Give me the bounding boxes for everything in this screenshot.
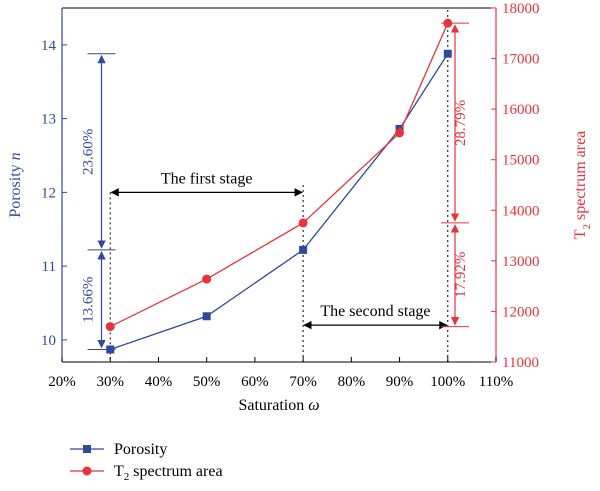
right-y-tick-label: 15000 bbox=[502, 153, 540, 169]
right-y-tick-label: 16000 bbox=[502, 102, 540, 118]
x-axis-title-text: Saturation bbox=[238, 397, 308, 414]
left-y-tick-label: 11 bbox=[42, 259, 56, 275]
t2-spectrum-point bbox=[105, 322, 115, 332]
x-tick-label: 30% bbox=[96, 374, 124, 390]
porosity-point bbox=[106, 345, 115, 354]
t2-spectrum-point bbox=[395, 128, 405, 138]
x-tick-label: 60% bbox=[241, 374, 269, 390]
series-layer bbox=[105, 18, 453, 354]
legend-layer: Porosity T2 spectrum area bbox=[70, 441, 223, 483]
x-tick-label: 50% bbox=[193, 374, 221, 390]
legend-porosity-label: Porosity bbox=[114, 441, 167, 458]
right-y-axis-title: T2 spectrum area bbox=[572, 131, 593, 240]
t2-spectrum-point bbox=[443, 18, 453, 28]
left-y-tick-label: 14 bbox=[41, 38, 57, 54]
x-tick-label: 20% bbox=[48, 374, 76, 390]
porosity-point bbox=[202, 312, 211, 321]
annotation-layer: The first stage The second stage 23.60% 13.… bbox=[81, 10, 470, 362]
legend-t2-label: T2 spectrum area bbox=[114, 463, 223, 483]
legend-t2-rest: spectrum area bbox=[129, 463, 222, 480]
right-upper-pct-label: 28.79% bbox=[453, 100, 469, 146]
legend-t2-marker bbox=[82, 466, 92, 476]
legend-t2-sub: 2 bbox=[124, 471, 130, 483]
left-y-tick-label: 12 bbox=[41, 185, 56, 201]
right-y-axis-title-sub: 2 bbox=[581, 224, 593, 230]
x-tick-label: 40% bbox=[145, 374, 173, 390]
right-lower-pct-label: 17.92% bbox=[453, 252, 469, 298]
second-stage-label: The second stage bbox=[320, 303, 430, 320]
legend-t2-prefix: T bbox=[114, 463, 124, 480]
left-upper-pct-label: 23.60% bbox=[81, 129, 97, 175]
x-tick-label: 90% bbox=[386, 374, 414, 390]
left-y-axis-title-text: Porosity bbox=[7, 160, 24, 217]
porosity-point bbox=[443, 49, 452, 58]
right-y-tick-label: 14000 bbox=[502, 203, 540, 219]
left-lower-pct-label: 13.66% bbox=[81, 277, 97, 323]
x-tick-label: 70% bbox=[289, 374, 317, 390]
right-y-tick-label: 12000 bbox=[502, 304, 540, 320]
t2-spectrum-point bbox=[298, 218, 308, 228]
legend-porosity-marker bbox=[83, 445, 91, 453]
left-y-axis-title-symbol: n bbox=[7, 152, 24, 160]
x-tick-label: 110% bbox=[479, 374, 513, 390]
right-y-tick-label: 11000 bbox=[502, 355, 539, 371]
right-y-tick-label: 17000 bbox=[502, 52, 540, 68]
t2-spectrum-point bbox=[202, 274, 212, 284]
right-y-tick-label: 13000 bbox=[502, 254, 540, 270]
left-y-tick-label: 13 bbox=[41, 112, 56, 128]
axes-layer: 20% 30% 40% 50% 60% 70% 80% 90% 100% 110% 10 11 12 13… bbox=[7, 1, 593, 414]
left-y-axis-title: Porosity n bbox=[7, 152, 24, 217]
right-y-axis-title-t: T bbox=[572, 229, 589, 239]
left-y-tick-label: 10 bbox=[41, 333, 56, 349]
x-axis-title-symbol: ω bbox=[308, 397, 319, 414]
right-y-axis-title-rest: spectrum area bbox=[572, 131, 589, 224]
right-y-tick-label: 18000 bbox=[502, 1, 540, 17]
x-axis-title: Saturation ω bbox=[238, 397, 319, 414]
x-tick-label: 80% bbox=[338, 374, 366, 390]
porosity-point bbox=[299, 245, 308, 254]
plot-frame-layer bbox=[61, 7, 497, 363]
first-stage-label: The first stage bbox=[161, 170, 253, 187]
x-tick-label: 100% bbox=[430, 374, 465, 390]
